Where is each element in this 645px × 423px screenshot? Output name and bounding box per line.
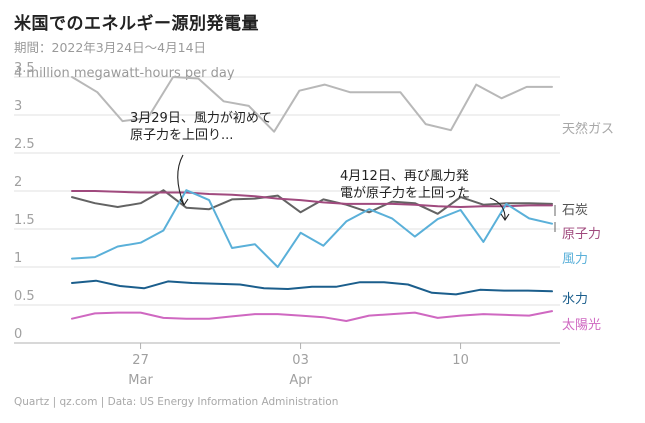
chart-title: 米国でのエネルギー源別発電量 — [14, 14, 259, 34]
annotation-arrow — [489, 197, 506, 221]
y-tick-label: 0 — [14, 327, 22, 342]
x-tick-label-day: 27 — [132, 353, 149, 368]
series-label-solar: 太陽光 — [562, 318, 601, 333]
annotation-arrowhead — [179, 198, 189, 206]
y-tick-label: 1.5 — [14, 213, 35, 228]
y-tick-label: 1 — [14, 251, 22, 266]
series-line-wind — [71, 189, 553, 268]
annotation-text-line: 4月12日、再び風力発 — [340, 169, 469, 184]
series-line-solar — [71, 310, 553, 322]
x-tick-label-month: Apr — [289, 373, 312, 388]
annotation-arrowhead — [500, 213, 510, 221]
annotation-text-line: 原子力を上回り... — [130, 128, 233, 143]
y-tick-label: 2.5 — [14, 137, 35, 152]
series-line-gas — [71, 76, 553, 133]
y-tick-label: 0.5 — [14, 289, 35, 304]
series-line-hydro — [71, 279, 553, 296]
annotation-text-line: 3月29日、風力が初めて — [130, 111, 272, 126]
series-label-coal: 石炭 — [562, 203, 588, 218]
x-tick-label-day: 03 — [292, 353, 309, 368]
annotation-text-line: 電が原子力を上回った — [340, 186, 470, 201]
y-tick-label: 2 — [14, 175, 22, 190]
series-line-nuclear — [71, 190, 553, 208]
series-label-gas: 天然ガス — [562, 121, 614, 137]
chart-subtitle: 期間：2022年3月24日～4月14日 — [14, 40, 207, 55]
series-line-coal — [71, 189, 553, 215]
y-tick-label: 3 — [14, 99, 22, 114]
series-label-hydro: 水力 — [562, 292, 588, 307]
x-tick-label-month: Mar — [128, 373, 153, 388]
y-tick-label: 3.5 — [14, 61, 35, 76]
x-tick-label-day: 10 — [452, 353, 469, 368]
source-credit: Quartz | qz.com | Data: US Energy Inform… — [14, 396, 339, 408]
annotation-arrow — [177, 154, 185, 206]
series-label-nuclear: 原子力 — [562, 227, 601, 242]
series-label-wind: 風力 — [562, 252, 588, 267]
y-axis-unit-label: 4 million megawatt-hours per day — [14, 66, 235, 81]
